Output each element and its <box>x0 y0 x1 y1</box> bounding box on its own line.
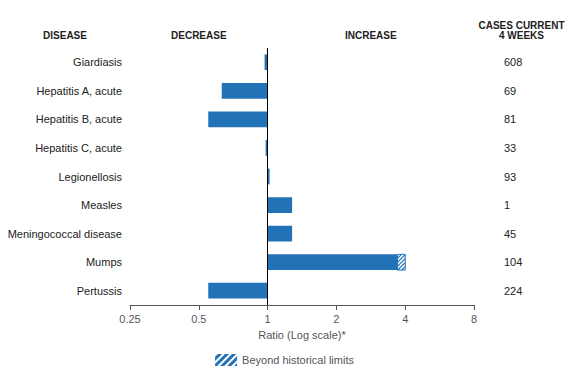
svg-text:Ratio (Log scale)*: Ratio (Log scale)* <box>258 329 346 341</box>
svg-text:Hepatitis B, acute: Hepatitis B, acute <box>36 113 122 125</box>
svg-text:Beyond historical limits: Beyond historical limits <box>242 354 354 366</box>
svg-text:45: 45 <box>504 228 516 240</box>
svg-text:608: 608 <box>504 56 522 68</box>
svg-text:93: 93 <box>504 171 516 183</box>
svg-text:224: 224 <box>504 285 522 297</box>
svg-text:Hepatitis C, acute: Hepatitis C, acute <box>35 142 122 154</box>
svg-text:Hepatitis A, acute: Hepatitis A, acute <box>36 85 122 97</box>
svg-text:1: 1 <box>504 199 510 211</box>
svg-text:104: 104 <box>504 256 522 268</box>
svg-text:DISEASE: DISEASE <box>43 30 87 41</box>
svg-text:69: 69 <box>504 85 516 97</box>
svg-text:Pertussis: Pertussis <box>77 285 123 297</box>
svg-text:2: 2 <box>333 313 339 325</box>
svg-text:Meningococcal disease: Meningococcal disease <box>8 228 122 240</box>
svg-text:CASES CURRENT: CASES CURRENT <box>478 19 565 31</box>
svg-text:33: 33 <box>504 142 516 154</box>
svg-text:81: 81 <box>504 113 516 125</box>
svg-text:Measles: Measles <box>81 199 122 211</box>
svg-text:INCREASE: INCREASE <box>345 30 397 41</box>
svg-text:4 WEEKS: 4 WEEKS <box>499 30 544 41</box>
svg-text:0.25: 0.25 <box>119 313 140 325</box>
svg-text:0.5: 0.5 <box>191 313 206 325</box>
svg-text:DECREASE: DECREASE <box>171 30 227 41</box>
svg-text:Giardiasis: Giardiasis <box>73 56 122 68</box>
svg-text:1: 1 <box>265 313 271 325</box>
svg-text:8: 8 <box>471 313 477 325</box>
svg-text:Mumps: Mumps <box>86 256 123 268</box>
svg-text:4: 4 <box>402 313 408 325</box>
svg-text:Legionellosis: Legionellosis <box>58 171 122 183</box>
